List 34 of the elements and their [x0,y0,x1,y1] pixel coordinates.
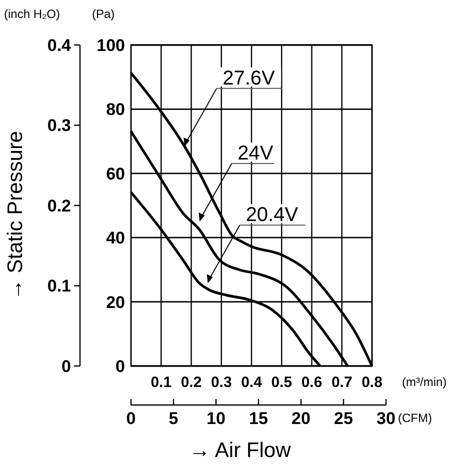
x-tick-label: 0.5 [271,374,292,391]
x2-tick-label: 20 [292,409,310,428]
text: (m³/min) [402,375,447,389]
y2-tick-label: 0 [62,356,71,376]
y-tick-label: 40 [106,228,125,248]
y-tick-label: 100 [96,36,125,55]
y-tick-label: 20 [106,292,125,312]
x2-tick-label: 15 [249,409,268,428]
text: (Pa) [92,7,115,21]
x-tick-label: 0.8 [362,374,382,391]
annotation: 20.4V [246,204,299,226]
x-tick-label: 0.6 [301,374,322,391]
y2-tick-label: 0.4 [47,36,72,55]
x-tick-label: 0.4 [241,374,263,391]
y2-tick-label: 0.1 [47,276,71,296]
y2-tick-label: 0.2 [47,196,71,216]
y2-axis-title: → Static Pressure [4,130,27,300]
x-tick-label: 0.1 [150,374,172,391]
y-tick-label: 80 [106,100,125,120]
y-tick-label: 0 [116,356,125,376]
text: (inch H₂O) [4,7,60,21]
annotation: 27.6V [222,67,276,90]
x2-tick-label: 5 [168,409,178,428]
y-tick-label: 60 [106,164,125,184]
x2-tick-label: 30 [376,409,396,428]
x2-axis-title: (CFM) [398,411,432,425]
x-tick-label: 0.7 [331,374,352,391]
x-tick-label: 0.3 [210,374,232,391]
x2-tick-label: 10 [206,409,226,428]
x2-tick-label: 25 [334,409,353,428]
x-tick-label: 0.2 [180,374,202,391]
annotation: 24V [238,142,274,165]
x-axis-title: → Air Flow [189,439,292,462]
y2-tick-label: 0.3 [47,116,71,136]
